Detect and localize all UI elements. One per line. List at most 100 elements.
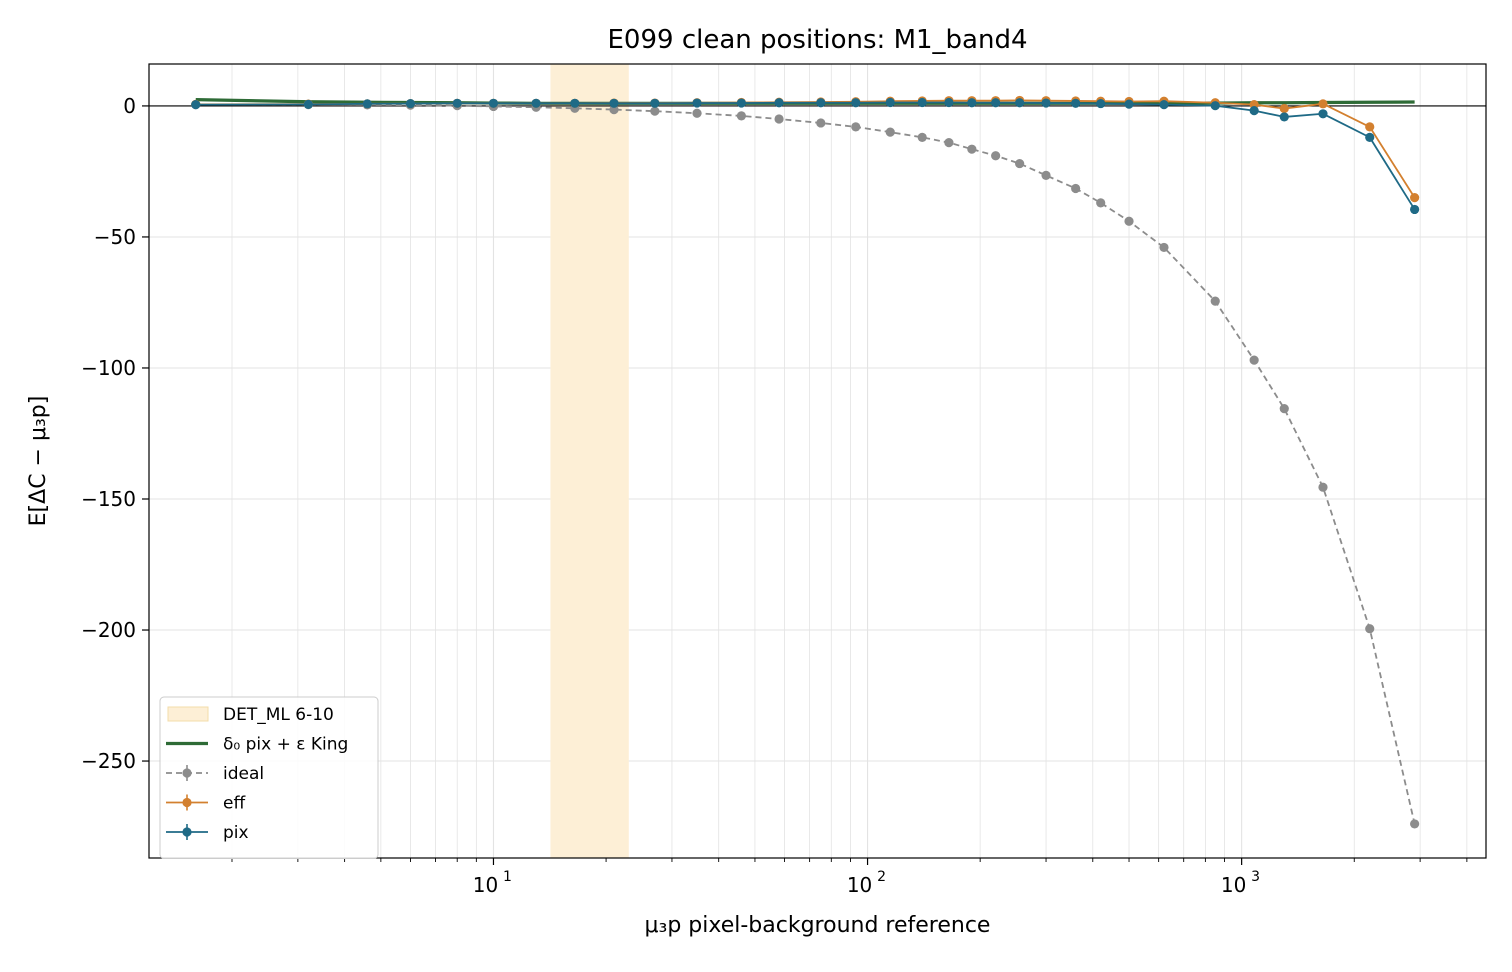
data-point (191, 100, 201, 110)
data-point (1071, 98, 1081, 108)
data-point (1096, 98, 1106, 109)
legend-label: pix (223, 823, 249, 843)
legend-entry: δ₀ pix + ε King (166, 735, 348, 755)
data-point (917, 132, 927, 142)
data-point (736, 111, 746, 121)
data-point (944, 97, 954, 108)
legend-entry: ideal (166, 764, 264, 784)
y-tick-label: −200 (81, 618, 136, 642)
x-tick-label: 10 (473, 873, 498, 897)
x-tick-exponent: 2 (877, 869, 886, 885)
data-point (1365, 132, 1375, 142)
legend-entry: eff (166, 794, 246, 814)
data-point (816, 118, 826, 128)
legend-label: eff (223, 794, 246, 814)
y-tick-label: −150 (81, 487, 136, 511)
data-point (609, 98, 619, 108)
x-tick-label: 10 (847, 873, 872, 897)
data-point (1279, 403, 1289, 414)
data-point (1210, 296, 1220, 306)
data-point (1318, 109, 1328, 119)
data-point (944, 138, 954, 148)
data-point (1249, 106, 1259, 116)
legend-marker (182, 768, 192, 778)
data-point (405, 98, 416, 109)
data-point (1071, 183, 1081, 194)
data-point (816, 98, 826, 108)
data-point (917, 97, 927, 108)
x-tick-exponent: 3 (1251, 869, 1260, 885)
data-point (1410, 193, 1420, 203)
y-tick-label: −100 (81, 356, 136, 380)
y-axis-label: E[ΔC − μ₃p] (26, 396, 51, 527)
data-point (1041, 170, 1051, 180)
data-point (885, 97, 895, 108)
legend-marker (182, 827, 192, 837)
data-point (851, 98, 861, 108)
data-point (362, 99, 372, 109)
data-point (1124, 99, 1134, 109)
det-ml-band-rect (550, 64, 629, 858)
axis-ticks: 10 1 10 2 10 3 0 −50 −100 −150 −200 −250 (81, 94, 1468, 897)
data-point (650, 106, 660, 116)
legend-box (159, 696, 379, 859)
series-line (195, 103, 1416, 825)
data-point (692, 98, 702, 108)
data-point (531, 98, 541, 108)
data-point (1365, 122, 1375, 132)
data-point (1318, 99, 1328, 109)
y-tick-label: −250 (81, 749, 136, 773)
legend-label: DET_ML 6-10 (223, 705, 334, 725)
data-point (991, 98, 1001, 108)
data-point (1041, 98, 1051, 108)
det-ml-band (550, 64, 629, 858)
data-point (1279, 112, 1289, 122)
chart-title: E099 clean positions: M1_band4 (608, 25, 1028, 55)
data-point (1015, 98, 1025, 108)
data-point (570, 98, 580, 108)
plot-frame (148, 63, 1487, 859)
y-tick-label: 0 (123, 94, 136, 118)
data-point (967, 144, 977, 154)
data-point (736, 98, 746, 108)
x-tick-label: 10 (1221, 873, 1246, 897)
legend-label: ideal (223, 764, 264, 784)
legend-entry: pix (166, 823, 249, 843)
data-point (1210, 101, 1220, 111)
data-point (692, 108, 702, 118)
legend-entry: DET_ML 6-10 (167, 705, 334, 725)
data-point (1096, 198, 1106, 208)
series-2 (191, 95, 1420, 203)
data-point (851, 122, 861, 132)
data-point (885, 127, 895, 137)
data-point (1124, 216, 1134, 226)
series-line (195, 99, 1416, 199)
data-point (1318, 482, 1328, 492)
legend: DET_ML 6-10 δ₀ pix + ε King ideal eff pix (159, 696, 379, 859)
data-point (488, 98, 499, 108)
y-tick-label: −50 (94, 225, 136, 249)
data-point (1249, 355, 1259, 365)
data-point (1015, 158, 1025, 169)
data-point (1279, 103, 1289, 114)
data-point (1410, 819, 1420, 829)
data-point (991, 151, 1001, 161)
data-point (303, 99, 313, 109)
legend-marker (182, 797, 192, 808)
data-point (609, 104, 619, 115)
data-point (967, 98, 977, 108)
x-tick-exponent: 1 (503, 869, 512, 885)
legend-swatch (167, 706, 209, 722)
legend-label: δ₀ pix + ε King (223, 735, 348, 755)
data-point (774, 114, 784, 124)
series-layer (191, 95, 1420, 829)
data-point (1365, 624, 1375, 634)
series-line (195, 101, 1416, 210)
data-point (1410, 204, 1420, 215)
data-point (1159, 242, 1169, 253)
x-axis-label: μ₃p pixel-background reference (645, 913, 991, 938)
data-point (1159, 100, 1169, 110)
data-point (650, 98, 660, 108)
data-point (452, 98, 462, 108)
